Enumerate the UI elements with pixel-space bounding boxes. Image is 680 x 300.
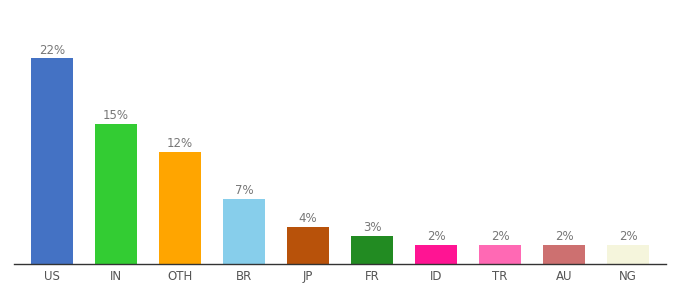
Bar [543, 245, 585, 264]
Bar [415, 245, 457, 264]
Text: 3%: 3% [362, 221, 381, 234]
Text: 2%: 2% [491, 230, 509, 243]
Bar [31, 58, 73, 264]
Bar [159, 152, 201, 264]
Text: 2%: 2% [426, 230, 445, 243]
Bar [95, 124, 137, 264]
Text: 15%: 15% [103, 109, 129, 122]
Bar [287, 226, 329, 264]
Bar [351, 236, 393, 264]
Bar [607, 245, 649, 264]
Text: 4%: 4% [299, 212, 318, 225]
Text: 22%: 22% [39, 44, 65, 56]
Bar [223, 199, 265, 264]
Text: 2%: 2% [619, 230, 637, 243]
Text: 7%: 7% [235, 184, 254, 197]
Text: 2%: 2% [555, 230, 573, 243]
Bar [479, 245, 521, 264]
Text: 12%: 12% [167, 137, 193, 150]
